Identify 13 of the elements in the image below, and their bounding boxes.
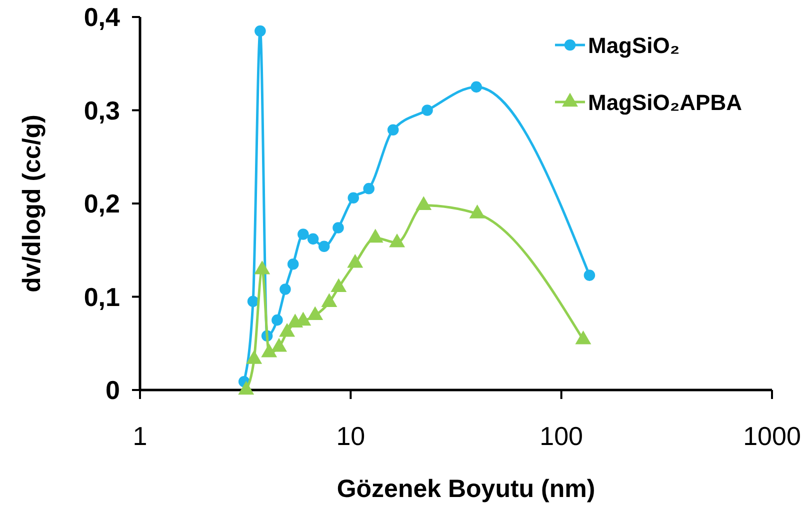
x-axis-title: Gözenek Boyutu (nm) bbox=[336, 475, 596, 503]
x-tick-label: 1000 bbox=[743, 421, 801, 451]
y-tick-label: 0,4 bbox=[84, 2, 121, 32]
x-tick-label: 10 bbox=[336, 421, 366, 451]
y-tick-label: 0,3 bbox=[84, 95, 120, 126]
y-axis-title: dv/dlogd (cc/g) bbox=[18, 114, 46, 292]
x-tick-label: 1 bbox=[132, 421, 148, 451]
y-tick-label: 0 bbox=[106, 375, 120, 405]
x-tick-label: 100 bbox=[540, 421, 584, 451]
y-tick-label: 0,2 bbox=[84, 188, 120, 218]
y-tick-label: 0,1 bbox=[84, 282, 120, 312]
legend-label: MagSiO₂ bbox=[588, 33, 680, 58]
legend-label: MagSiO₂APBA bbox=[588, 90, 742, 115]
